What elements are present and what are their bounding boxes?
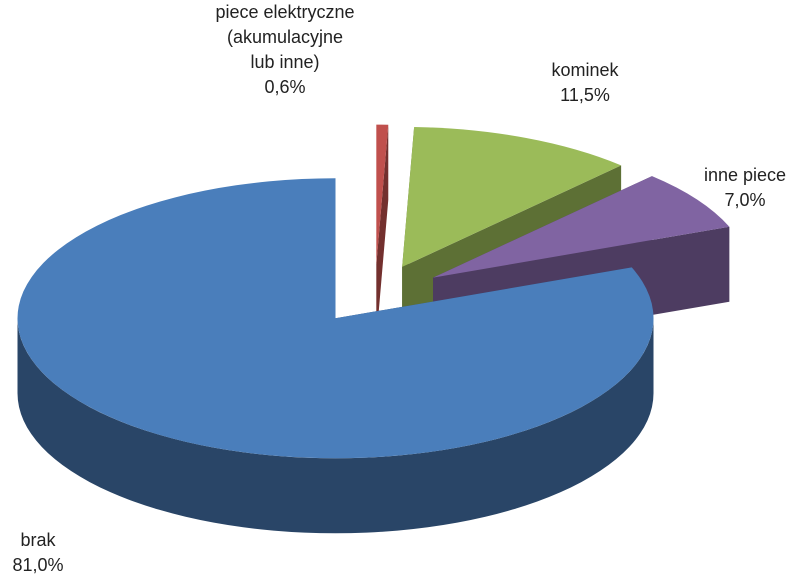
- data-label: inne piece 7,0%: [670, 163, 803, 213]
- data-label: piece elektryczne (akumulacyjne lub inne…: [215, 0, 355, 100]
- data-label: kominek 11,5%: [510, 58, 660, 108]
- category-label: piece elektryczne (akumulacyjne lub inne…: [215, 2, 355, 72]
- slice: [17, 178, 654, 459]
- value-label: 81,0%: [12, 555, 64, 575]
- category-label: kominek: [551, 60, 619, 80]
- category-label: inne piece: [703, 165, 787, 185]
- slice: [402, 127, 622, 267]
- slice: [376, 124, 389, 265]
- category-label: brak: [20, 530, 56, 550]
- data-label: brak 81,0%: [0, 528, 113, 578]
- value-label: 11,5%: [560, 85, 610, 105]
- slice-wall: [17, 318, 654, 534]
- slice: [433, 176, 730, 278]
- slice-side: [376, 124, 389, 340]
- value-label: 0,6%: [264, 77, 306, 97]
- value-label: 7,0%: [724, 190, 766, 210]
